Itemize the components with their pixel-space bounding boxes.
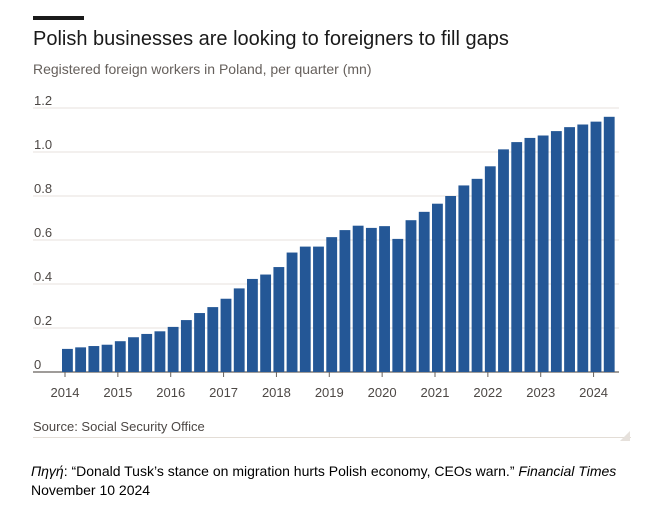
x-tick-label: 2016 — [156, 385, 185, 400]
citation-date: November 10 2024 — [31, 482, 151, 498]
bar — [577, 124, 589, 372]
bar — [590, 121, 602, 372]
bar — [286, 252, 298, 372]
bar — [233, 288, 245, 372]
bar — [62, 348, 73, 372]
chart-subtitle: Registered foreign workers in Poland, pe… — [33, 61, 372, 77]
bar — [445, 196, 457, 372]
citation-separator: : — [63, 463, 72, 479]
bar — [432, 203, 443, 372]
bar — [365, 227, 377, 372]
bar — [379, 226, 390, 372]
x-tick-labels: 2014 2015 2016 2017 2018 2019 2020 2021 2022 2023… — [51, 372, 608, 400]
chart-panel: Polish businesses are looking to foreign… — [33, 16, 631, 441]
y-tick-label: 0.2 — [34, 313, 52, 328]
bar — [128, 337, 139, 372]
bar — [75, 347, 87, 372]
bar — [88, 346, 100, 372]
x-tick-label: 2017 — [209, 385, 238, 400]
bar — [339, 230, 351, 372]
bar — [603, 116, 615, 372]
bar — [484, 166, 496, 372]
bar — [180, 320, 192, 372]
bar — [194, 313, 205, 372]
bar — [564, 127, 575, 372]
bar — [418, 211, 430, 372]
bar — [498, 149, 509, 372]
bar — [524, 137, 536, 372]
bar — [220, 298, 232, 372]
bar — [273, 267, 285, 372]
bar — [299, 246, 311, 372]
bar — [405, 220, 417, 372]
source-note: Source: Social Security Office — [33, 419, 205, 434]
y-tick-label: 1.2 — [34, 93, 52, 108]
corner-fold-mark — [620, 431, 630, 441]
bar — [260, 274, 272, 372]
y-tick-labels: 0 0.2 0.4 0.6 0.8 1.0 1.2 — [34, 93, 52, 372]
bar — [458, 185, 470, 372]
x-tick-label: 2019 — [315, 385, 344, 400]
bar — [167, 326, 179, 372]
x-tick-label: 2020 — [368, 385, 397, 400]
y-tick-label: 1.0 — [34, 137, 52, 152]
citation-label: Πηγή — [31, 463, 64, 479]
citation: Πηγή: “Donald Tusk’s stance on migration… — [31, 462, 631, 500]
x-tick-label: 2023 — [526, 385, 555, 400]
bar — [326, 237, 338, 372]
footer-rule — [33, 437, 631, 438]
bar — [511, 142, 523, 372]
citation-article: “Donald Tusk’s stance on migration hurts… — [71, 463, 519, 479]
bars — [62, 116, 615, 372]
bar — [471, 178, 483, 372]
x-tick-label: 2021 — [421, 385, 450, 400]
y-tick-label: 0.4 — [34, 269, 52, 284]
x-tick-label: 2015 — [103, 385, 132, 400]
bar-chart: 0 0.2 0.4 0.6 0.8 1.0 1.2 2014 2015 2016 2017 2018… — [33, 93, 619, 400]
bar — [247, 278, 258, 372]
bar — [114, 341, 126, 372]
bar — [154, 331, 166, 372]
bar — [313, 246, 324, 372]
x-tick-label: 2022 — [473, 385, 502, 400]
bar — [141, 333, 153, 372]
citation-publication: Financial Times — [518, 463, 617, 479]
title-accent-rule — [33, 16, 84, 20]
bar — [101, 344, 113, 372]
bar — [207, 307, 219, 372]
y-tick-label: 0.8 — [34, 181, 52, 196]
bar — [537, 135, 549, 372]
bar — [392, 238, 404, 372]
chart-title: Polish businesses are looking to foreign… — [33, 28, 509, 50]
bar — [550, 131, 562, 372]
y-tick-label: 0.6 — [34, 225, 52, 240]
y-tick-label: 0 — [34, 357, 41, 372]
x-tick-label: 2014 — [51, 385, 80, 400]
x-tick-label: 2024 — [579, 385, 608, 400]
x-tick-label: 2018 — [262, 385, 291, 400]
bar — [352, 225, 364, 372]
